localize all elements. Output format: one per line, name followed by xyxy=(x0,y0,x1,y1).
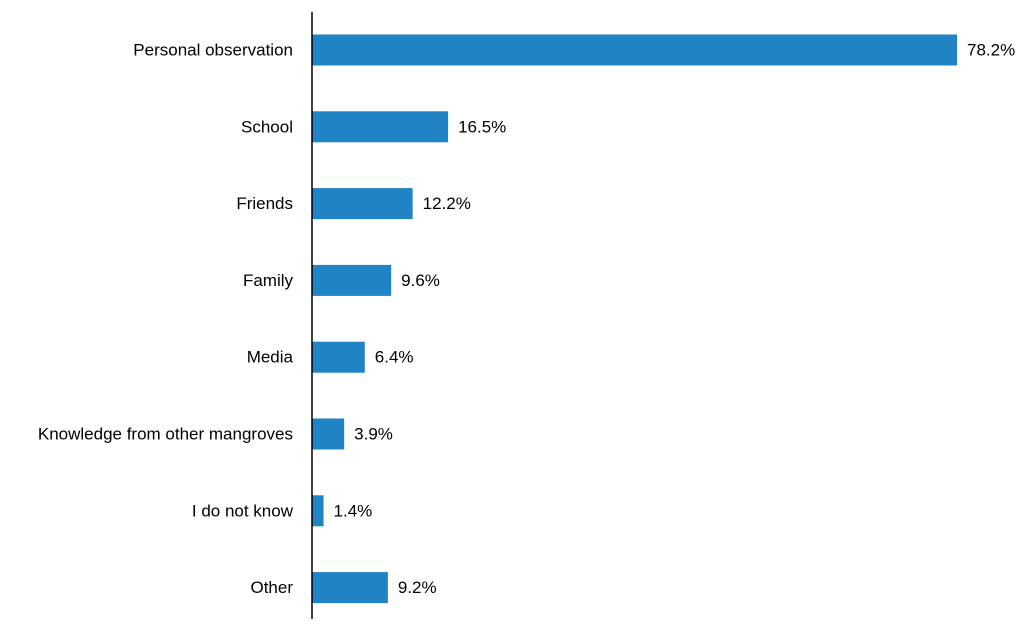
bar-4 xyxy=(312,341,365,373)
bar-1 xyxy=(312,111,449,143)
value-label-0: 78.2% xyxy=(967,41,1015,60)
bar-5 xyxy=(312,418,345,450)
bar-7 xyxy=(312,572,388,604)
value-label-4: 6.4% xyxy=(375,348,414,367)
bar-0 xyxy=(312,34,957,66)
bars-layer xyxy=(312,34,957,604)
category-label-7: Other xyxy=(250,578,293,597)
value-label-6: 1.4% xyxy=(334,501,373,520)
category-label-3: Family xyxy=(243,271,294,290)
category-labels-layer: Personal observation School Friends Family M… xyxy=(38,41,294,598)
bar-6 xyxy=(312,495,324,527)
value-label-5: 3.9% xyxy=(354,425,393,444)
category-label-4: Media xyxy=(247,348,294,367)
category-label-0: Personal observation xyxy=(133,41,293,60)
bar-2 xyxy=(312,188,413,220)
value-label-7: 9.2% xyxy=(398,578,437,597)
category-label-1: School xyxy=(241,117,293,136)
category-label-6: I do not know xyxy=(192,501,294,520)
category-label-2: Friends xyxy=(236,194,293,213)
value-label-1: 16.5% xyxy=(458,117,506,136)
value-label-2: 12.2% xyxy=(423,194,471,213)
category-label-5: Knowledge from other mangroves xyxy=(38,425,293,444)
bar-3 xyxy=(312,264,392,296)
value-label-3: 9.6% xyxy=(401,271,440,290)
value-labels-layer: 78.2% 16.5% 12.2% 9.6% 6.4% 3.9% 1.4% 9.2% xyxy=(334,41,1016,598)
